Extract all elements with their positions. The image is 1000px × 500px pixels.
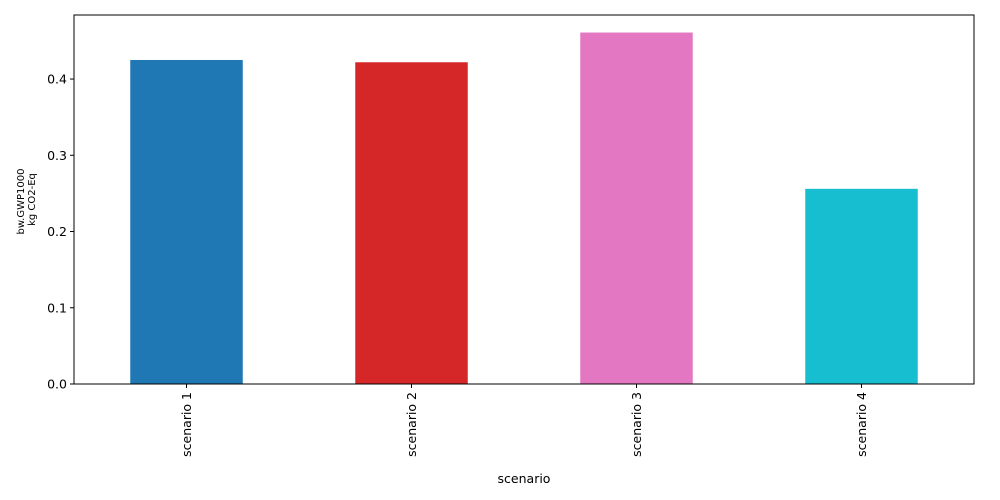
x-axis: scenario 1 scenario 2 scenario 3 scenario 4 xyxy=(179,384,869,457)
y-tick-label: 0.1 xyxy=(47,300,67,315)
y-tick-label: 0.3 xyxy=(47,148,67,163)
bar-3 xyxy=(580,32,693,384)
x-axis-label: scenario xyxy=(498,471,551,486)
x-tick-label: scenario 4 xyxy=(854,392,869,457)
y-tick-label: 0.0 xyxy=(47,377,67,392)
bars-group xyxy=(130,32,918,385)
x-tick-label: scenario 1 xyxy=(179,392,194,457)
y-axis-label: bw.GWP1000 kg CO2-Eq xyxy=(11,165,38,235)
x-tick-label: scenario 3 xyxy=(629,392,644,457)
y-axis-label-line-2: kg CO2-Eq xyxy=(27,173,38,226)
bar-2 xyxy=(355,62,468,385)
y-axis-label-line-1: bw.GWP1000 xyxy=(16,169,27,235)
bar-1 xyxy=(130,59,243,384)
y-tick-label: 0.2 xyxy=(47,224,67,239)
bar-4 xyxy=(805,188,918,384)
y-tick-label: 0.4 xyxy=(47,72,67,87)
y-axis: 0.0 0.1 0.2 0.3 0.4 xyxy=(47,72,74,392)
plot-frame xyxy=(73,14,975,385)
x-tick-label: scenario 2 xyxy=(404,392,419,457)
